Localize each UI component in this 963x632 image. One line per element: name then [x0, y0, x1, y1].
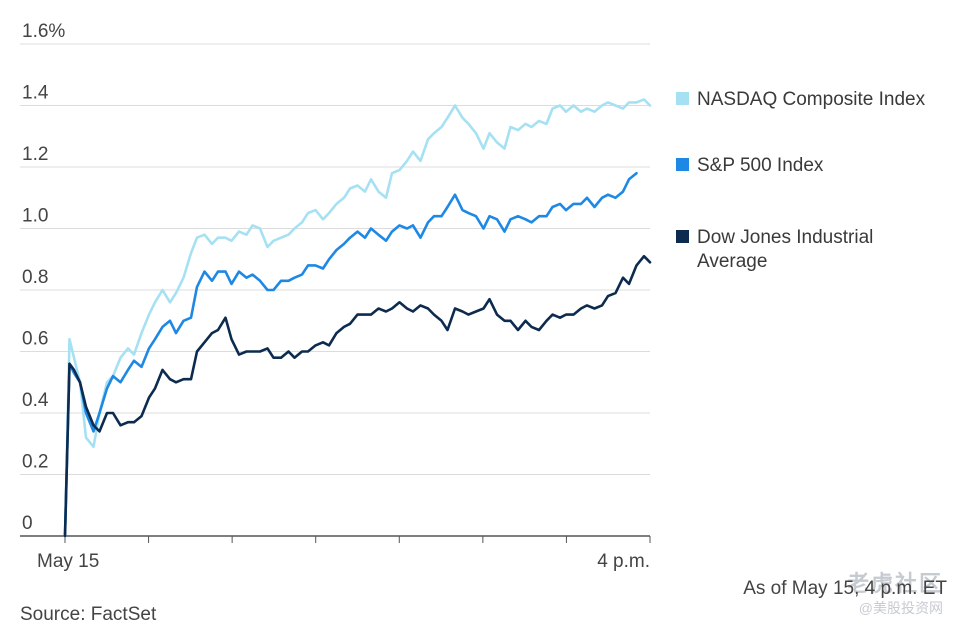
legend-item-nasdaq: NASDAQ Composite Index [676, 88, 952, 112]
y-tick-label: 1.0 [22, 206, 48, 227]
legend-item-sp500: S&P 500 Index [676, 154, 952, 178]
legend-label-dow: Dow Jones Industrial Average [697, 227, 874, 272]
series-line-2 [63, 254, 652, 538]
legend-swatch-nasdaq [676, 92, 689, 105]
y-tick-label: 0.8 [22, 267, 48, 288]
y-tick-label: 1.2 [22, 144, 48, 165]
legend-label-sp500: S&P 500 Index [697, 155, 824, 176]
series-line-0 [63, 98, 652, 538]
y-tick-label: 1.4 [22, 83, 49, 104]
x-tick-label: May 15 [37, 551, 99, 572]
legend-swatch-sp500 [676, 158, 689, 171]
legend-label-nasdaq: NASDAQ Composite Index [697, 89, 926, 110]
y-tick-label: 0.4 [22, 390, 49, 411]
as-of-note: As of May 15, 4 p.m. ET [743, 578, 947, 599]
y-tick-label: 0 [22, 513, 33, 534]
y-tick-label: 1.6% [22, 21, 65, 42]
watermark: 老虎社区 @美股投资网 [847, 566, 943, 618]
y-tick-label: 0.6 [22, 329, 48, 350]
series-line-1 [63, 171, 638, 538]
watermark-subtitle: @美股投资网 [858, 600, 943, 616]
legend-swatch-dow [676, 230, 689, 243]
source-note: Source: FactSet [20, 604, 157, 625]
watermark-title: 老虎社区 [846, 571, 943, 596]
x-tick-label: 4 p.m. [597, 551, 650, 572]
legend-item-dow: Dow Jones Industrial Average [676, 226, 917, 274]
y-tick-label: 0.2 [22, 452, 48, 473]
